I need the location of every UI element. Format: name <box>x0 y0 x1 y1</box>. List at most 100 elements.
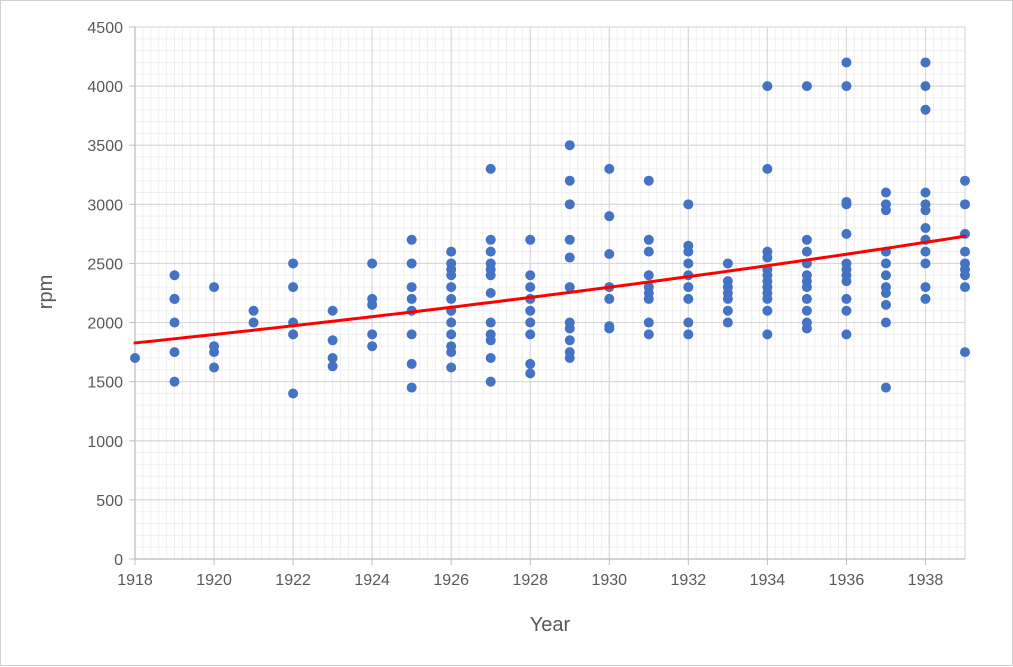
data-point <box>486 377 496 387</box>
x-axis-title: Year <box>530 614 571 636</box>
data-point <box>881 188 891 198</box>
data-point <box>881 205 891 215</box>
data-point <box>446 318 456 328</box>
data-point <box>960 199 970 209</box>
data-point <box>604 164 614 174</box>
data-point <box>881 383 891 393</box>
data-point <box>683 329 693 339</box>
data-point <box>604 294 614 304</box>
data-point <box>407 359 417 369</box>
data-point <box>209 347 219 357</box>
data-point <box>920 247 930 257</box>
data-point <box>130 353 140 363</box>
data-point <box>328 306 338 316</box>
data-point <box>288 282 298 292</box>
data-point <box>920 258 930 268</box>
data-point <box>170 270 180 280</box>
data-point <box>525 359 535 369</box>
x-tick-label: 1932 <box>671 572 707 589</box>
data-point <box>683 318 693 328</box>
y-tick-label: 3500 <box>87 138 123 155</box>
data-point <box>683 247 693 257</box>
data-point <box>960 282 970 292</box>
data-point <box>446 362 456 372</box>
data-point <box>762 253 772 263</box>
data-point <box>802 235 812 245</box>
data-point <box>762 306 772 316</box>
data-point <box>920 188 930 198</box>
data-point <box>644 176 654 186</box>
y-tick-label: 4500 <box>87 20 123 37</box>
y-tick-label: 4000 <box>87 79 123 96</box>
data-point <box>446 247 456 257</box>
data-point <box>841 276 851 286</box>
data-point <box>762 329 772 339</box>
y-axis-title: rpm <box>35 275 57 309</box>
data-point <box>604 323 614 333</box>
data-point <box>407 329 417 339</box>
data-point <box>288 258 298 268</box>
data-point <box>407 294 417 304</box>
data-point <box>446 270 456 280</box>
data-point <box>367 258 377 268</box>
data-point <box>920 223 930 233</box>
data-point <box>367 329 377 339</box>
data-point <box>525 368 535 378</box>
data-point <box>446 347 456 357</box>
major-gridlines <box>135 27 965 559</box>
y-tick-label: 2000 <box>87 316 123 333</box>
data-point <box>407 383 417 393</box>
data-point <box>802 323 812 333</box>
y-tick-label: 1000 <box>87 434 123 451</box>
data-point <box>644 247 654 257</box>
data-point <box>960 176 970 186</box>
data-point <box>525 270 535 280</box>
minor-gridlines <box>135 27 965 559</box>
data-point <box>367 341 377 351</box>
data-point <box>802 81 812 91</box>
data-point <box>723 294 733 304</box>
data-point <box>802 247 812 257</box>
data-point <box>762 81 772 91</box>
data-point <box>170 294 180 304</box>
data-point <box>644 318 654 328</box>
data-point <box>525 306 535 316</box>
data-point <box>920 105 930 115</box>
data-point <box>170 377 180 387</box>
data-point <box>525 235 535 245</box>
y-tick-label: 1500 <box>87 375 123 392</box>
y-tick-label: 2500 <box>87 256 123 273</box>
data-point <box>841 306 851 316</box>
data-point <box>288 329 298 339</box>
data-point <box>170 318 180 328</box>
data-point <box>920 294 930 304</box>
x-tick-label: 1922 <box>275 572 311 589</box>
data-point <box>802 282 812 292</box>
data-point <box>565 176 575 186</box>
data-point <box>407 258 417 268</box>
data-point <box>486 318 496 328</box>
data-point <box>881 318 891 328</box>
data-point <box>841 57 851 67</box>
data-point <box>723 258 733 268</box>
data-point <box>644 235 654 245</box>
data-point <box>960 270 970 280</box>
data-point <box>367 300 377 310</box>
data-point <box>565 199 575 209</box>
data-point <box>920 57 930 67</box>
x-tick-label: 1934 <box>750 572 786 589</box>
data-point <box>249 306 259 316</box>
data-point <box>644 270 654 280</box>
data-point <box>407 235 417 245</box>
x-tick-label: 1930 <box>591 572 627 589</box>
data-point <box>762 294 772 304</box>
data-point <box>644 294 654 304</box>
data-point <box>881 270 891 280</box>
data-point <box>881 258 891 268</box>
data-point <box>486 235 496 245</box>
data-point <box>486 353 496 363</box>
data-point <box>802 294 812 304</box>
data-point <box>565 235 575 245</box>
